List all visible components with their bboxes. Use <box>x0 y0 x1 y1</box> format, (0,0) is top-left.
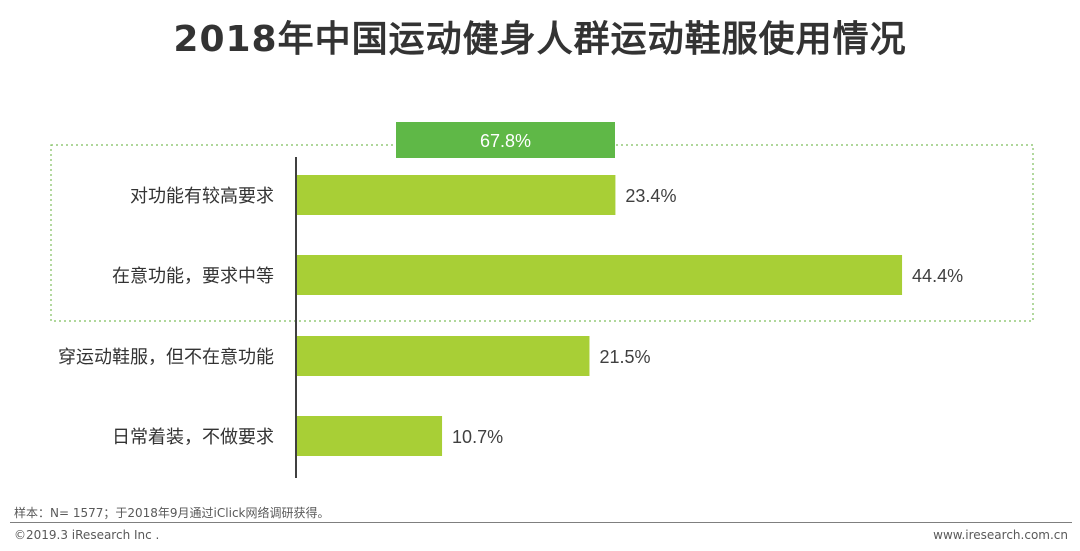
footer-divider <box>10 522 1072 523</box>
data-label: 10.7% <box>452 427 503 447</box>
bar <box>296 336 590 376</box>
category-label: 穿运动鞋服，但不在意功能 <box>58 347 274 368</box>
group-total-label: 67.8% <box>480 131 531 151</box>
group-total-bar <box>396 122 615 158</box>
category-label: 在意功能，要求中等 <box>112 266 274 287</box>
data-label: 21.5% <box>599 347 650 367</box>
bar <box>296 255 903 295</box>
data-label: 23.4% <box>625 186 676 206</box>
data-label: 44.4% <box>912 266 963 286</box>
copyright-text: ©2019.3 iResearch Inc . <box>14 528 160 542</box>
source-note: 样本：N= 1577；于2018年9月通过iClick网络调研获得。 <box>14 506 330 520</box>
category-label: 对功能有较高要求 <box>130 186 274 207</box>
website-link[interactable]: www.iresearch.com.cn <box>933 528 1068 542</box>
bar <box>296 416 443 456</box>
bar <box>296 175 616 215</box>
category-label: 日常着装，不做要求 <box>112 427 274 448</box>
bar-chart: 67.8% 23.4% 对功能有较高要求 44.4% 在意功能，要求中等 21.5% 穿运动… <box>50 122 1034 478</box>
chart-title: 2018年中国运动健身人群运动鞋服使用情况 <box>173 19 907 60</box>
